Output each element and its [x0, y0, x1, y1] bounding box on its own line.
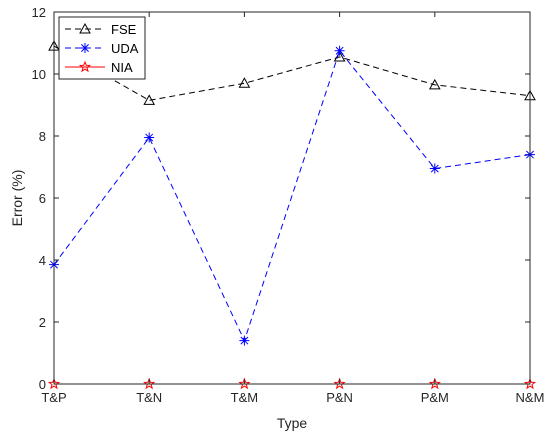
y-tick-label: 8	[39, 129, 46, 144]
data-point-uda	[239, 335, 250, 346]
data-point-nia	[238, 377, 251, 390]
y-tick-label: 4	[39, 253, 46, 268]
x-tick-label: N&M	[516, 390, 545, 405]
series-line-fse	[53, 45, 531, 101]
data-point-nia	[47, 377, 61, 390]
legend-marker-uda	[80, 43, 90, 53]
data-point-fse	[333, 50, 346, 62]
data-point-nia	[333, 377, 346, 390]
y-tick-label: 6	[39, 191, 46, 206]
series-line-uda	[53, 49, 531, 342]
data-point-uda	[334, 45, 345, 56]
x-axis-title: Type	[277, 415, 308, 431]
axis-ticks: 0 2 4 6 8 10 12 T&P T&N T&M P&N P&M N&M	[32, 5, 545, 405]
x-tick-label: T&M	[231, 390, 258, 405]
data-point-uda	[144, 132, 155, 143]
legend-marker-fse	[79, 22, 91, 34]
legend-label-nia: NIA	[111, 60, 133, 75]
y-tick-label: 12	[32, 5, 46, 20]
legend-label-uda: UDA	[111, 41, 139, 56]
y-tick-label: 0	[39, 377, 46, 392]
data-point-fse	[143, 94, 156, 105]
data-point-fse	[238, 77, 251, 88]
data-point-uda	[429, 163, 440, 174]
legend-marker-nia	[78, 60, 92, 73]
legend-label-fse: FSE	[111, 22, 137, 37]
data-point-fse	[428, 78, 441, 90]
y-tick-label: 10	[32, 67, 46, 82]
x-tick-label: T&N	[136, 390, 162, 405]
y-axis-title: Error (%)	[9, 170, 25, 227]
data-point-nia	[428, 377, 441, 390]
x-tick-label: P&N	[326, 390, 353, 405]
y-tick-label: 2	[39, 315, 46, 330]
x-tick-label: P&M	[421, 390, 449, 405]
legend: FSE UDA NIA	[58, 16, 146, 80]
x-tick-label: T&P	[41, 390, 66, 405]
legend-box	[58, 16, 146, 80]
data-point-nia	[523, 377, 537, 390]
data-point-nia	[143, 377, 156, 390]
